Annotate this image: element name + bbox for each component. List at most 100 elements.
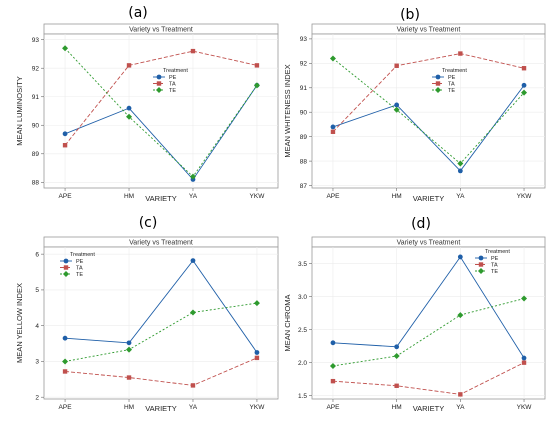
x-tick-label: YA (456, 404, 465, 411)
x-tick-label: HM (392, 404, 402, 411)
series-te (62, 300, 260, 365)
data-point-pe (521, 82, 527, 88)
series-te (62, 45, 260, 180)
plot-area (43, 33, 279, 189)
data-point-ta (521, 360, 527, 365)
y-tick-label: 90 (300, 110, 308, 117)
x-tick-label: YA (456, 193, 465, 200)
series-line-te (332, 298, 525, 367)
x-tick-label: YKW (517, 193, 533, 200)
y-tick-label: 89 (32, 151, 40, 158)
y-tick-label: 1.5 (298, 393, 307, 400)
data-point-ta (126, 63, 132, 68)
y-tick-label: 3 (35, 359, 39, 366)
x-axis-label: VARIETY (413, 194, 445, 203)
data-point-pe (457, 254, 463, 260)
legend-label-te: TE (448, 88, 455, 94)
panel-label: (b) (400, 7, 420, 23)
legend-label-pe: PE (448, 75, 456, 81)
legend-marker-te (156, 87, 162, 93)
data-point-pe (254, 350, 260, 355)
y-tick-label: 2.5 (298, 327, 307, 334)
data-point-ta (126, 375, 132, 380)
x-axis-label: VARIETY (413, 404, 445, 413)
series-line-te (332, 58, 525, 165)
chart-title: Variety vs Treatment (397, 27, 461, 34)
panel-label: (a) (128, 5, 148, 21)
legend-label-te: TE (76, 272, 83, 278)
chart-panel-b: (b) Variety vs Treatment 87 88 89 90 91 92 93 APE… (283, 7, 546, 203)
data-point-pe (457, 168, 463, 174)
y-tick-label: 2 (35, 395, 39, 402)
chart-panel-a: (a) Variety vs Treatment 88 89 90 91 92 93 APE HM… (15, 5, 279, 203)
data-point-te (329, 362, 336, 369)
y-tick-label: 3.0 (298, 294, 307, 301)
legend-marker-pe (478, 255, 484, 261)
legend-label-pe: PE (491, 256, 499, 262)
data-point-pe (521, 355, 527, 361)
data-point-pe (330, 124, 336, 130)
series-line-ta (332, 53, 525, 133)
legend-marker-ta (478, 262, 484, 267)
data-point-te (126, 346, 133, 353)
data-point-te (189, 309, 196, 316)
series-ta (330, 51, 527, 134)
data-point-ta (458, 392, 463, 397)
series-te (329, 55, 528, 167)
y-tick-label: 89 (300, 134, 308, 141)
x-tick-label: APE (326, 193, 340, 200)
series-ta (62, 355, 260, 388)
panel-label: (c) (139, 215, 158, 231)
legend-title: Treatment (70, 252, 95, 258)
y-tick-label: 6 (35, 251, 39, 258)
data-point-te (253, 82, 260, 89)
legend-marker-ta (156, 81, 162, 86)
y-axis-label: MEAN YELLOW INDEX (15, 283, 24, 363)
plot-area (311, 33, 546, 189)
data-point-ta (190, 383, 196, 388)
y-tick-label: 3.5 (298, 261, 307, 268)
legend-title: Treatment (485, 249, 510, 255)
y-axis-label: MEAN WHITENESS INDEX (283, 64, 292, 157)
series-ta (62, 48, 260, 148)
chart-title: Variety vs Treatment (129, 27, 193, 34)
data-point-ta (254, 63, 260, 68)
legend-label-ta: TA (448, 82, 455, 88)
data-point-pe (394, 344, 400, 350)
legend-marker-te (63, 271, 69, 277)
legend-marker-pe (63, 258, 69, 264)
series-pe (62, 258, 260, 355)
series-line-pe (64, 85, 258, 181)
x-tick-label: YA (189, 193, 198, 200)
y-tick-label: 91 (32, 94, 40, 101)
x-tick-label: APE (59, 404, 73, 411)
legend-marker-ta (435, 81, 441, 86)
x-tick-label: HM (124, 193, 134, 200)
y-tick-label: 88 (32, 180, 40, 187)
data-point-ta (62, 143, 68, 148)
plot-area (43, 246, 279, 400)
y-axis-label: MEAN CHROMA (283, 294, 292, 351)
y-tick-label: 93 (32, 37, 40, 44)
x-tick-label: APE (59, 193, 73, 200)
data-point-te (393, 106, 400, 113)
data-point-te (62, 358, 69, 365)
series-line-te (64, 47, 258, 178)
x-tick-label: YKW (250, 193, 266, 200)
data-point-ta (190, 48, 196, 54)
x-tick-label: YKW (517, 404, 533, 411)
y-tick-label: 88 (300, 158, 308, 165)
y-tick-label: 91 (300, 85, 308, 92)
data-point-ta (62, 369, 68, 374)
data-point-pe (126, 340, 132, 346)
series-te (329, 295, 528, 369)
data-point-te (329, 55, 336, 62)
series-line-pe (65, 259, 258, 353)
x-tick-label: APE (326, 404, 340, 411)
data-point-pe (62, 335, 68, 341)
